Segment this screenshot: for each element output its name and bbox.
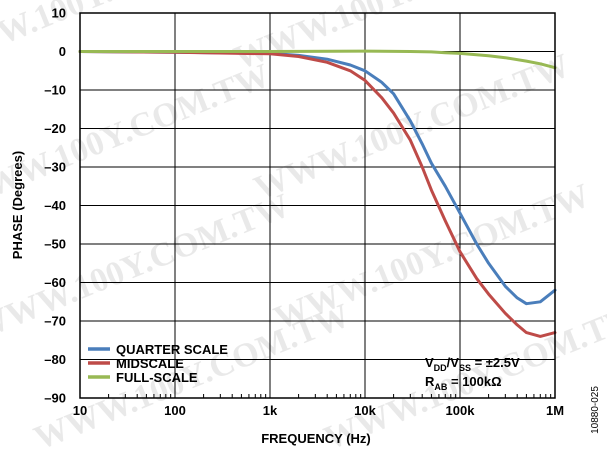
y-tick-label: –90 — [44, 391, 66, 406]
plot-frame — [79, 12, 556, 399]
x-tick-label: 1M — [546, 403, 564, 418]
series-line-full-scale — [78, 49, 557, 70]
y-tick-label: –20 — [44, 121, 66, 136]
x-tick-label: 1k — [263, 403, 278, 418]
x-tick-label: 100 — [164, 403, 186, 418]
y-tick-label: –80 — [44, 352, 66, 367]
series-layer — [78, 49, 557, 338]
x-axis-title: FREQUENCY (Hz) — [261, 431, 371, 446]
legend-label: QUARTER SCALE — [116, 342, 228, 357]
y-axis-tick-labels: 10 0 –10 –20 –30 –40 –50 –60 –70 –80 –90 — [44, 6, 66, 406]
watermark-text: WWW.100Y.COM.TW — [229, 0, 555, 77]
watermark-text: WWW.100Y.COM.TW — [0, 0, 255, 77]
y-tick-label: –30 — [44, 160, 66, 175]
y-tick-label: –40 — [44, 198, 66, 213]
y-tick-label: –50 — [44, 237, 66, 252]
y-tick-label: 10 — [52, 6, 66, 21]
x-tick-label: 100k — [446, 403, 476, 418]
y-tick-label: –70 — [44, 314, 66, 329]
legend-label: FULL-SCALE — [116, 370, 198, 385]
series-line-midscale — [78, 50, 557, 338]
y-tick-label: –60 — [44, 275, 66, 290]
x-tick-label: 10k — [354, 403, 376, 418]
legend-label: MIDSCALE — [116, 356, 184, 371]
series-line-quarter-scale — [78, 50, 557, 306]
y-axis-title: PHASE (Degrees) — [10, 151, 25, 259]
x-tick-label: 10 — [73, 403, 87, 418]
y-tick-label: 0 — [59, 44, 66, 59]
conditions-annotation: VDD/VSS = ±2.5V RAB = 100kΩ — [425, 355, 520, 392]
watermark-text: WWW.100Y.COM.TW — [0, 57, 275, 217]
x-axis-tick-labels: 10 100 1k 10k 100k 1M — [73, 403, 564, 418]
supply-voltage-note: VDD/VSS = ±2.5V — [425, 355, 520, 373]
y-tick-label: –10 — [44, 83, 66, 98]
resistance-note: RAB = 100kΩ — [425, 374, 502, 392]
grid-lines — [80, 13, 555, 398]
figure-id: 10880-025 — [590, 386, 601, 434]
